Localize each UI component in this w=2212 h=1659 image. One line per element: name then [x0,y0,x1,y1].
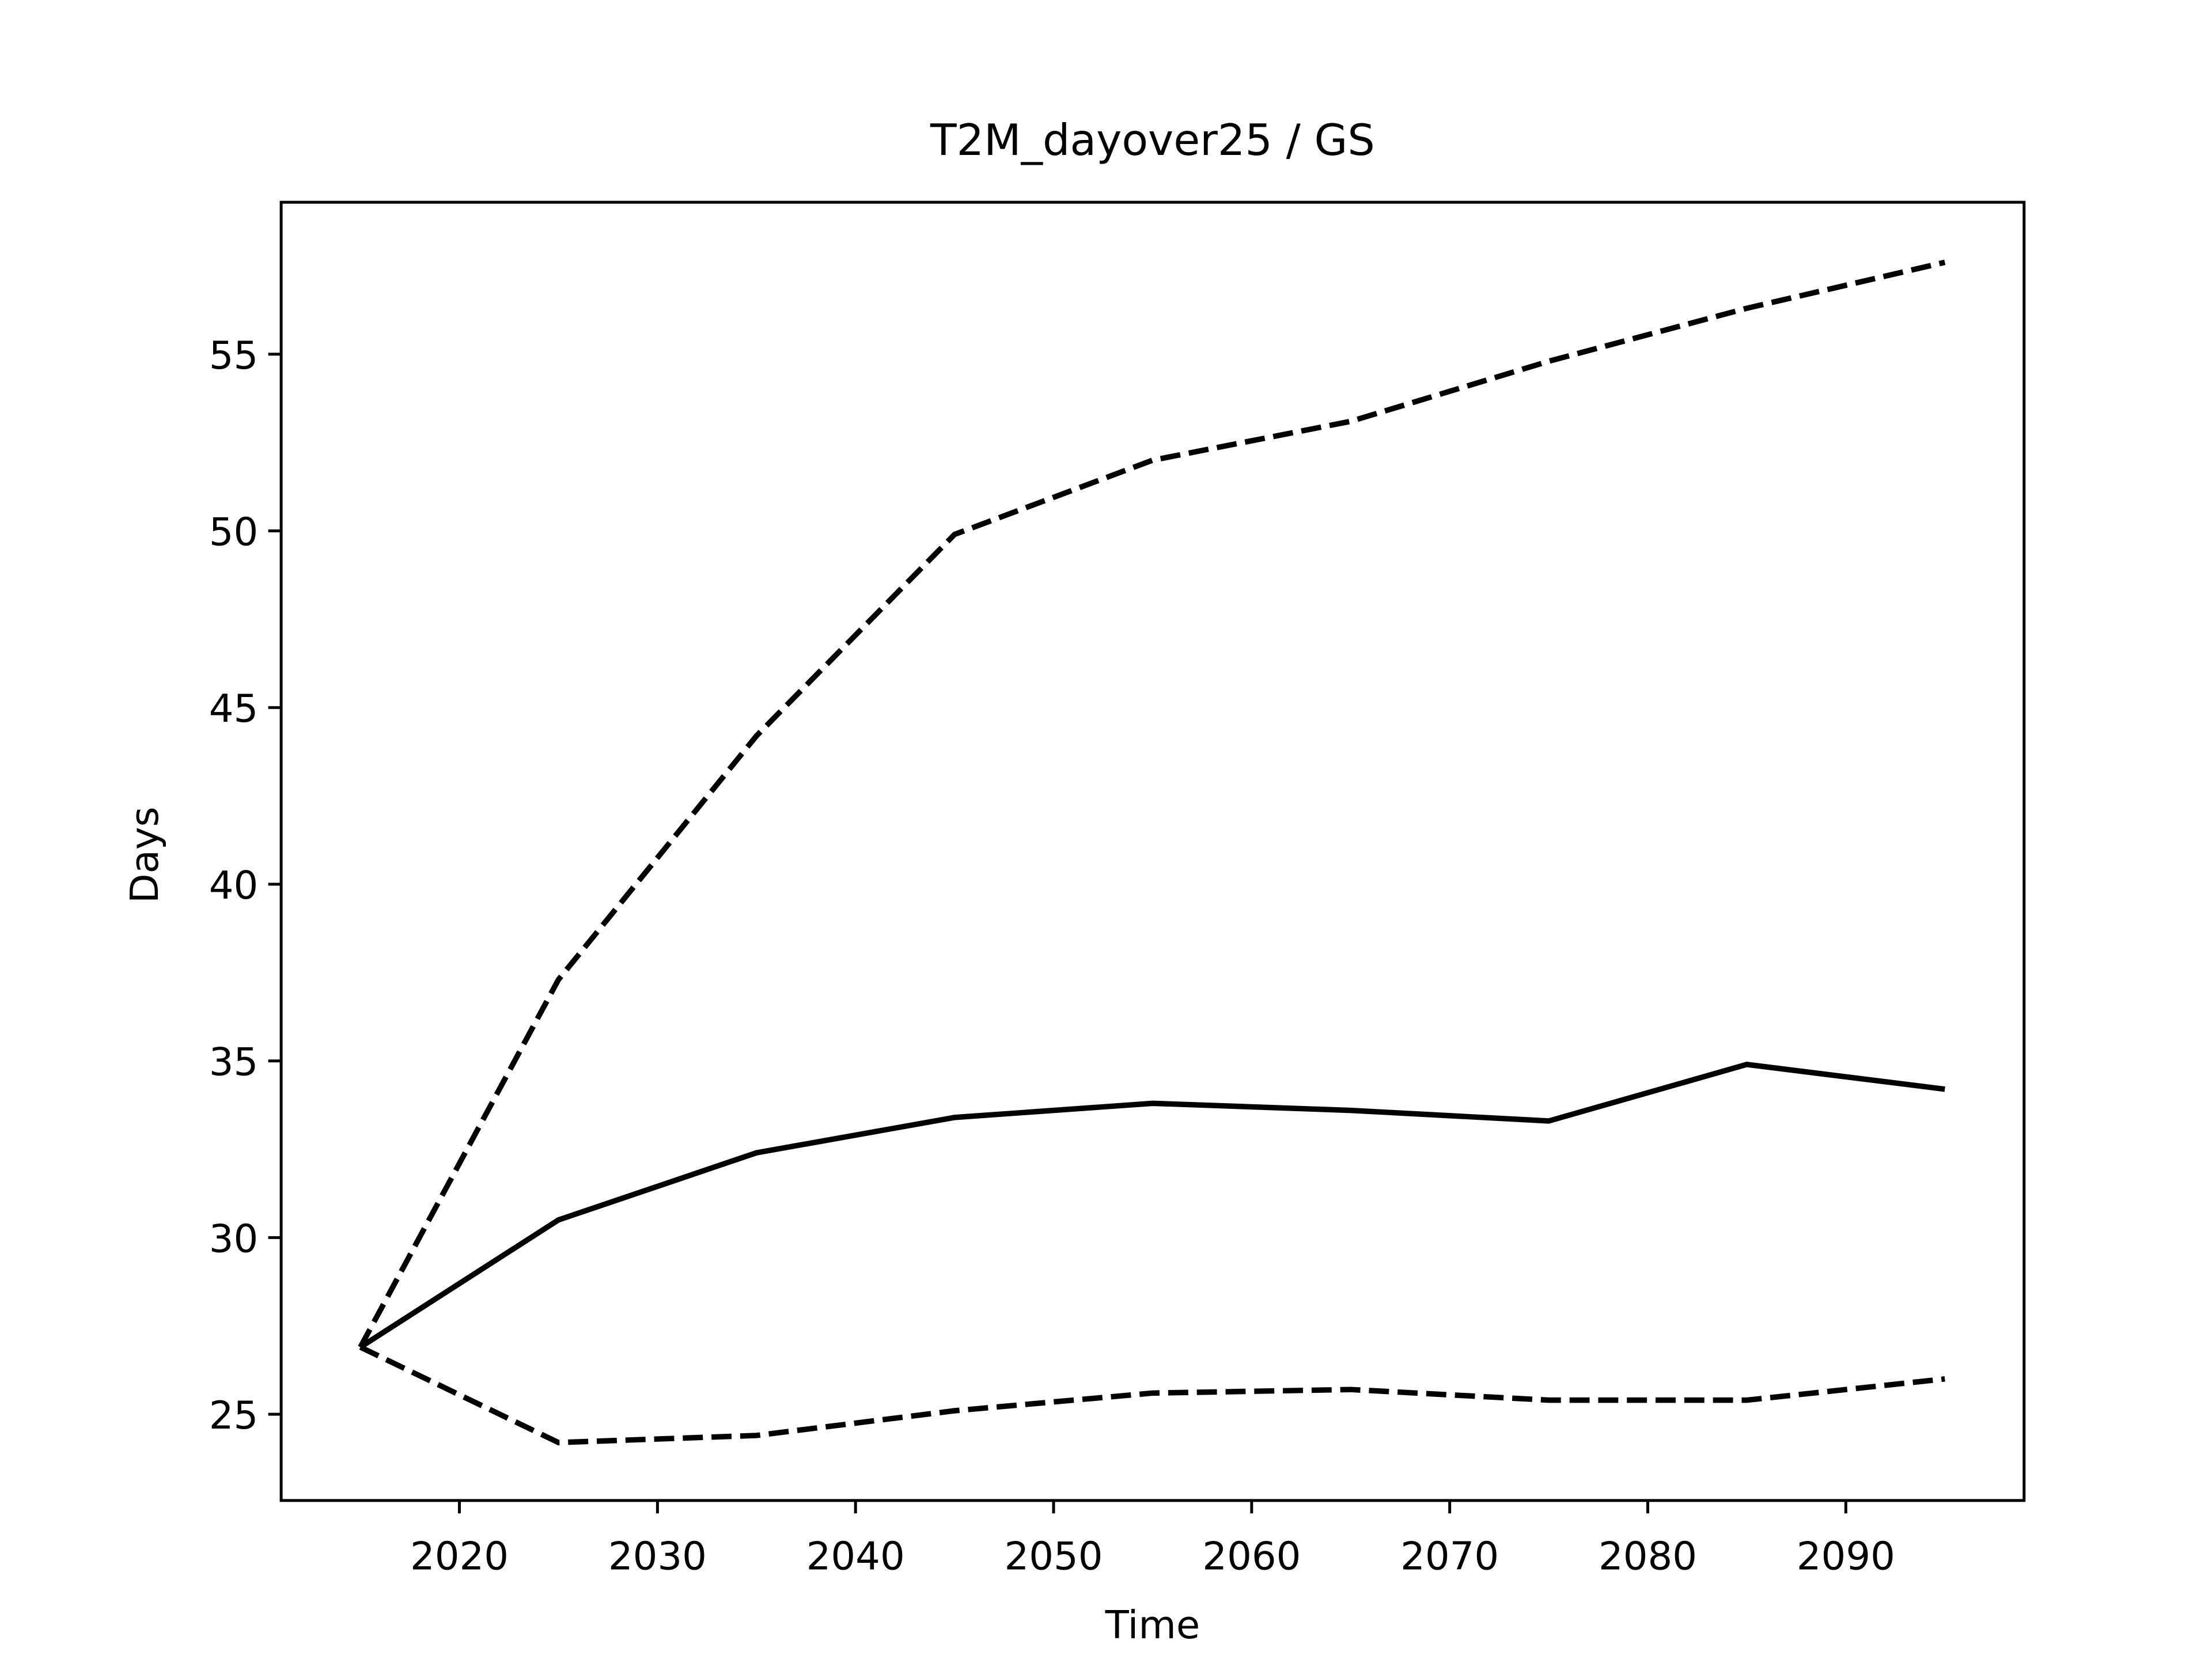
plot-frame [279,200,2026,1502]
line-series [358,259,1946,1349]
x-tick-label: 2050 [1004,1533,1103,1578]
line-series [359,1062,1945,1350]
x-tick-label: 2090 [1797,1533,1895,1578]
y-tick-label: 35 [209,1040,259,1085]
y-tick-label: 55 [209,333,259,378]
y-tick-label: 30 [209,1216,259,1261]
x-tick-label: 2040 [806,1533,905,1578]
x-tick-label: 2020 [410,1533,509,1578]
x-tick-label: 2080 [1599,1533,1697,1578]
line-series [359,1344,1945,1445]
x-tick-label: 2060 [1202,1533,1301,1578]
chart-title: T2M_dayover25 / GS [930,115,1375,165]
x-tick-label: 2030 [608,1533,707,1578]
y-axis-label: Days [122,806,167,903]
x-axis-label: Time [1105,1603,1200,1647]
y-tick-label: 50 [209,510,259,555]
y-tick-label: 40 [209,863,259,908]
y-tick-label: 45 [209,686,259,731]
y-tick-label: 25 [209,1393,259,1438]
x-tick-label: 2070 [1400,1533,1499,1578]
